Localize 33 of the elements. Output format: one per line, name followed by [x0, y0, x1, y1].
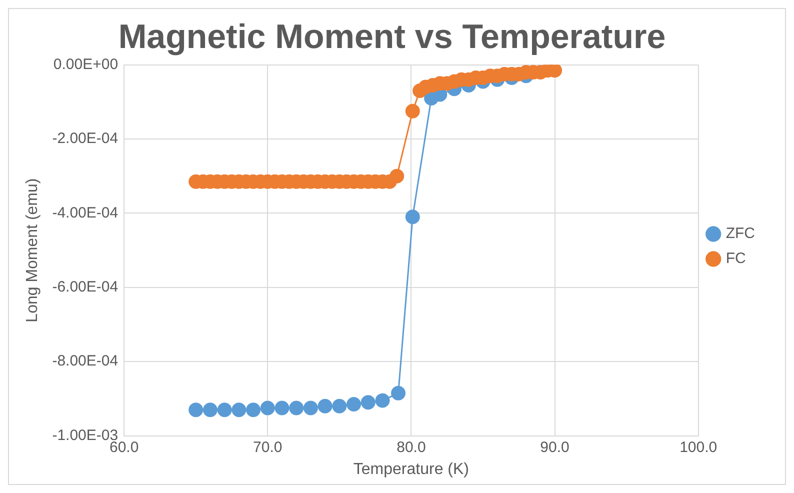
y-tick-label: -2.00E-04	[52, 130, 118, 148]
point	[188, 402, 204, 418]
y-tick-label: -8.00E-04	[52, 352, 118, 370]
x-tick-label: 90.0	[540, 438, 570, 456]
point	[260, 400, 275, 416]
y-axis-title: Long Moment (emu)	[24, 178, 42, 322]
point	[318, 398, 332, 414]
point	[274, 400, 290, 416]
point	[405, 210, 420, 224]
point	[375, 393, 390, 408]
x-tick-label: 80.0	[396, 438, 426, 456]
point	[405, 104, 420, 118]
point	[217, 402, 232, 418]
y-tick-label: 0.00E+00	[53, 56, 118, 73]
chart-title: Magnetic Moment vs Temperature	[118, 18, 666, 56]
y-tick-label: -4.00E-04	[52, 204, 118, 222]
legend-label: FC	[726, 250, 746, 268]
x-tick-label: 60.0	[109, 438, 139, 456]
point	[390, 168, 404, 184]
point	[246, 402, 261, 418]
point	[332, 398, 347, 414]
x-axis-title: Temperature (K)	[353, 460, 470, 478]
x-tick-label: 100.0	[680, 438, 718, 456]
point	[232, 402, 246, 418]
point	[346, 397, 362, 412]
point	[289, 400, 304, 416]
y-tick-label: -6.00E-04	[52, 278, 118, 296]
point	[303, 400, 318, 416]
x-tick-label: 70.0	[253, 438, 282, 456]
point	[391, 386, 406, 400]
point	[202, 402, 218, 418]
point	[360, 395, 376, 410]
legend-label: ZFC	[726, 225, 756, 242]
